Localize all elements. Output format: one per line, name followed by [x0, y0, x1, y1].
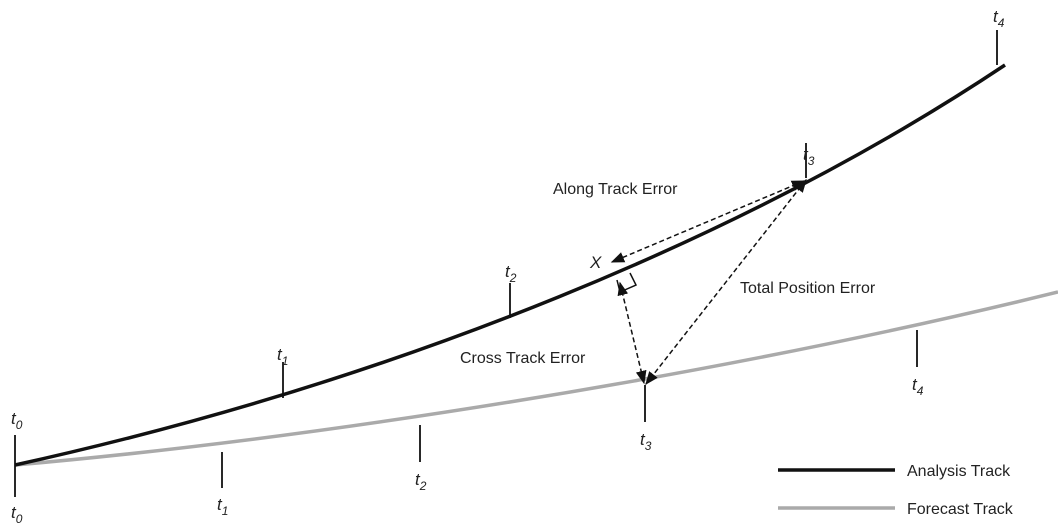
tick-letter: t [277, 345, 283, 364]
tick-label: t1 [217, 495, 228, 518]
tick-label: t4 [993, 7, 1005, 30]
tick-subscript: 0 [16, 512, 23, 525]
tick-label: t0 [11, 503, 23, 525]
forecast-track [14, 290, 1058, 467]
tick-label: t0 [11, 409, 23, 432]
tick-label: t1 [277, 345, 288, 368]
tick-subscript: 1 [282, 354, 289, 368]
cross-track-arrow [617, 281, 647, 385]
tick-subscript: 1 [222, 504, 229, 518]
tick-label: t3 [640, 430, 652, 453]
tick-label: t2 [415, 470, 427, 493]
total-position-arrow [645, 178, 807, 386]
point-label: X [589, 253, 602, 272]
tick-subscript: 2 [509, 271, 517, 285]
tick-letter: t [993, 7, 999, 26]
tick-subscript: 2 [419, 479, 427, 493]
tick-letter: t [217, 495, 223, 514]
tick-letter: t [505, 262, 511, 281]
along-track-label: Along Track Error [553, 181, 678, 198]
cross-track-label: Cross Track Error [460, 350, 586, 367]
tick-label: t4 [912, 375, 924, 398]
legend-label: Forecast Track [907, 501, 1014, 518]
tick-subscript: 3 [645, 439, 652, 453]
tick-letter: t [912, 375, 918, 394]
analysis-track [14, 63, 1006, 467]
tick-label: t2 [505, 262, 517, 285]
legend-label: Analysis Track [907, 463, 1011, 480]
tick-letter: t [415, 470, 421, 489]
tick-letter: t [11, 409, 17, 428]
tick-letter: t [803, 145, 809, 164]
tick-subscript: 0 [16, 418, 23, 432]
tick-subscript: 4 [998, 16, 1005, 30]
right-angle [616, 272, 638, 294]
tick-letter: t [11, 503, 17, 522]
tick-letter: t [640, 430, 646, 449]
tick-subscript: 3 [808, 154, 815, 168]
total-position-label: Total Position Error [740, 280, 876, 297]
tick-subscript: 4 [917, 384, 924, 398]
tick-label: t3 [803, 145, 815, 168]
